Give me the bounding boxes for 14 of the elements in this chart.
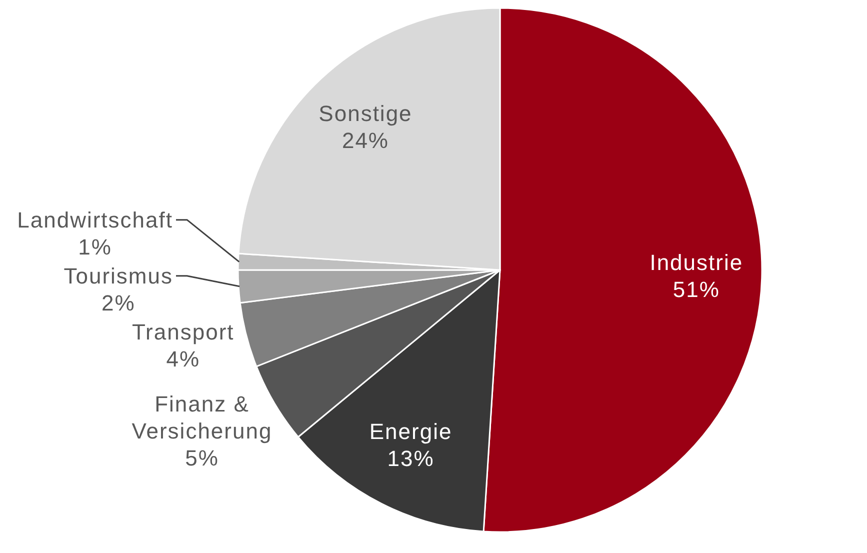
slice-label: Industrie [650,250,744,276]
data-label: 24% [342,128,390,153]
slice-label: Sonstige [318,100,412,126]
data-label: 2% [101,290,136,316]
slice-label: Landwirtschaft [17,207,174,232]
slice-label: Finanz & Versicherung [132,392,272,444]
data-label: 5% [185,446,219,471]
data-label: 51% [672,277,720,302]
data-label: 13% [387,446,434,472]
data-label: 1% [78,234,112,260]
data-label: 4% [166,346,200,372]
slice-label: Tourismus [64,263,173,288]
slice-label: Transport [132,319,234,344]
slice-label: Energie [369,419,452,444]
